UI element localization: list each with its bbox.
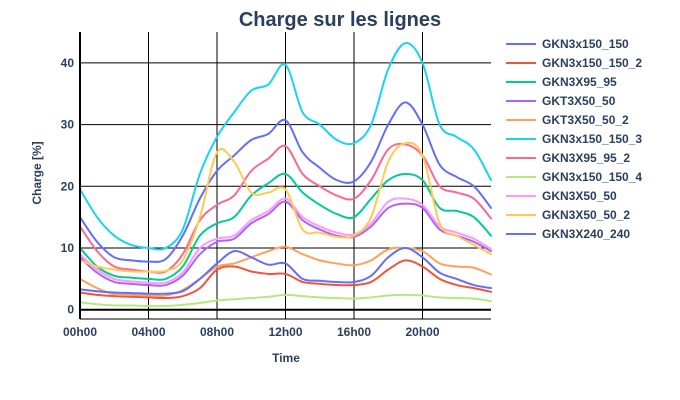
legend-item-GKN3x150_150[interactable]: GKN3x150_150 bbox=[506, 37, 629, 51]
y-axis-label: Charge [%] bbox=[30, 141, 44, 204]
legend-label: GKN3X95_95_2 bbox=[542, 151, 630, 165]
legend-label: GKN3X95_95 bbox=[542, 75, 617, 89]
series-line-GKN3X50_50 bbox=[79, 197, 492, 285]
legend-item-GKT3X50_50_2[interactable]: GKT3X50_50_2 bbox=[506, 113, 629, 127]
legend-label: GKN3X50_50_2 bbox=[542, 208, 630, 222]
series-line-GKT3X50_50 bbox=[79, 200, 492, 287]
series-line-GKN3X50_50_2 bbox=[79, 141, 492, 273]
y-tick-label: 0 bbox=[67, 303, 74, 317]
axes bbox=[79, 32, 491, 320]
legend-item-GKN3x150_150_3[interactable]: GKN3x150_150_3 bbox=[506, 132, 642, 146]
legend-label: GKN3X240_240 bbox=[542, 227, 630, 241]
legend-label: GKT3X50_50_2 bbox=[542, 113, 629, 127]
legend-item-GKN3X50_50[interactable]: GKN3X50_50 bbox=[506, 189, 617, 203]
series-line-GKN3x150_150_2 bbox=[79, 259, 492, 300]
x-tick-label: 16h00 bbox=[337, 325, 371, 339]
series-line-GKT3X50_50_2 bbox=[79, 245, 492, 297]
x-tick-labels: 00h00 04h00 08h00 12h00 16h00 20h00 bbox=[63, 325, 440, 339]
legend-item-GKT3X50_50[interactable]: GKT3X50_50 bbox=[506, 94, 616, 108]
x-axis-label: Time bbox=[272, 351, 300, 365]
series-line-GKN3X240_240 bbox=[79, 247, 492, 295]
x-tick-label: 12h00 bbox=[268, 325, 302, 339]
series-lines bbox=[79, 42, 492, 308]
grid-lines bbox=[80, 32, 491, 319]
legend-item-GKN3X95_95[interactable]: GKN3X95_95 bbox=[506, 75, 617, 89]
legend[interactable]: GKN3x150_150 GKN3x150_150_2 GKN3X95_95 GKT3… bbox=[506, 37, 642, 241]
y-tick-labels: 0 10 20 30 40 bbox=[61, 56, 75, 317]
legend-item-GKN3x150_150_2[interactable]: GKN3x150_150_2 bbox=[506, 56, 642, 70]
legend-label: GKN3x150_150_2 bbox=[542, 56, 642, 70]
legend-item-GKN3X240_240[interactable]: GKN3X240_240 bbox=[506, 227, 630, 241]
y-tick-label: 40 bbox=[61, 56, 75, 70]
x-tick-label: 20h00 bbox=[405, 325, 439, 339]
y-tick-label: 20 bbox=[61, 179, 75, 193]
x-tick-label: 04h00 bbox=[131, 325, 165, 339]
series-line-GKN3x150_150 bbox=[79, 101, 492, 263]
series-line-GKN3X95_95 bbox=[79, 172, 492, 281]
x-tick-label: 00h00 bbox=[63, 325, 97, 339]
legend-label: GKN3X50_50 bbox=[542, 189, 617, 203]
y-tick-label: 30 bbox=[61, 118, 75, 132]
legend-label: GKN3x150_150 bbox=[542, 37, 629, 51]
legend-item-GKN3X95_95_2[interactable]: GKN3X95_95_2 bbox=[506, 151, 630, 165]
legend-item-GKN3x150_150_4[interactable]: GKN3x150_150_4 bbox=[506, 170, 642, 184]
chart-title: Charge sur les lignes bbox=[239, 9, 441, 31]
series-line-GKN3x150_150_3 bbox=[79, 42, 492, 251]
legend-label: GKN3x150_150_3 bbox=[542, 132, 642, 146]
legend-label: GKT3X50_50 bbox=[542, 94, 616, 108]
y-tick-label: 10 bbox=[61, 241, 75, 255]
series-line-GKN3x150_150_4 bbox=[79, 293, 492, 308]
legend-label: GKN3x150_150_4 bbox=[542, 170, 642, 184]
legend-item-GKN3X50_50_2[interactable]: GKN3X50_50_2 bbox=[506, 208, 630, 222]
x-tick-label: 08h00 bbox=[200, 325, 234, 339]
